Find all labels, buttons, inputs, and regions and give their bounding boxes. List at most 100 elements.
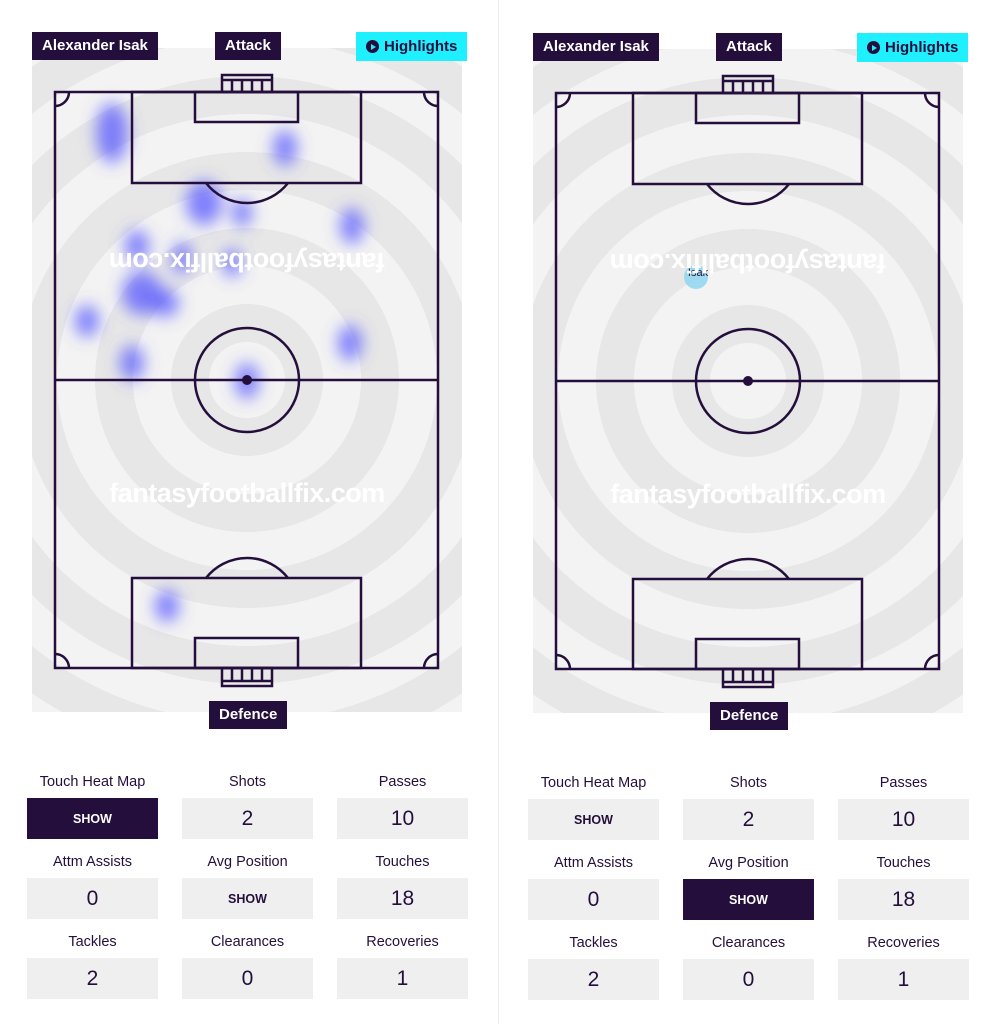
- bottom-goal: [721, 667, 775, 689]
- center-spot: [743, 376, 753, 386]
- stat-passes: Passes 10: [838, 775, 969, 855]
- top-goal: [721, 74, 775, 95]
- stat-label: Touches: [876, 855, 931, 871]
- stat-value: 1: [337, 958, 468, 999]
- stat-tackles: Tackles 2: [27, 934, 158, 1014]
- stat-value: 2: [528, 959, 659, 1000]
- show-button[interactable]: SHOW: [182, 878, 313, 919]
- heat-spot: [96, 103, 128, 163]
- stat-avg-position: Avg Position SHOW: [182, 854, 313, 934]
- top-penalty-box: [130, 90, 363, 185]
- stat-value: 2: [683, 799, 814, 840]
- stat-recoveries: Recoveries 1: [337, 934, 468, 1014]
- stat-shots: Shots 2: [182, 774, 313, 854]
- heat-spot: [222, 249, 242, 277]
- watermark-bottom: fantasyfootballfix.com: [109, 478, 385, 508]
- avg-position-label: Isak: [688, 267, 709, 279]
- stat-value: 0: [27, 878, 158, 919]
- heat-spot: [172, 242, 192, 274]
- defence-text: Defence: [720, 707, 779, 724]
- stat-label: Touch Heat Map: [540, 775, 647, 791]
- stat-label: Clearances: [711, 935, 786, 951]
- bottom-goal: [220, 666, 274, 688]
- heat-spot: [151, 289, 179, 317]
- top-goal: [220, 73, 274, 94]
- highlights-text: Highlights: [384, 37, 458, 55]
- pitch-lines: [53, 73, 440, 688]
- defence-label: Defence: [710, 702, 789, 730]
- corner-arc: [923, 653, 940, 670]
- stat-tackles: Tackles 2: [528, 935, 659, 1015]
- show-button[interactable]: SHOW: [683, 879, 814, 920]
- bottom-penalty-box: [631, 577, 864, 671]
- stat-label: Shots: [228, 774, 267, 790]
- stat-avg-position: Avg Position SHOW: [683, 855, 814, 935]
- stat-clearances: Clearances 0: [182, 934, 313, 1014]
- stat-attm-assists: Attm Assists 0: [528, 855, 659, 935]
- play-icon: [867, 41, 880, 54]
- highlights-text: Highlights: [885, 38, 959, 56]
- player-panel: Alexander Isak Attack Highlights fantasy…: [0, 0, 498, 1024]
- heat-spot: [75, 305, 99, 337]
- top-six-yard-box: [193, 90, 300, 124]
- stat-label: Attm Assists: [554, 855, 633, 871]
- stat-label: Attm Assists: [53, 854, 132, 870]
- pitch-lines: Isak: [554, 74, 941, 689]
- player-name: Alexander Isak: [543, 38, 649, 55]
- heat-spot: [273, 130, 297, 166]
- stat-label: Passes: [378, 774, 427, 790]
- stat-touch-heat-map: Touch Heat Map SHOW: [27, 774, 158, 854]
- stat-label: Passes: [879, 775, 928, 791]
- stat-value: 18: [337, 878, 468, 919]
- stat-touches: Touches 18: [838, 855, 969, 935]
- highlights-button[interactable]: Highlights: [356, 32, 468, 61]
- player-name-tag: Alexander Isak: [533, 33, 659, 61]
- heat-spot: [186, 181, 222, 225]
- stat-label: Recoveries: [867, 935, 940, 951]
- stat-touch-heat-map: Touch Heat Map SHOW: [528, 775, 659, 855]
- corner-arc: [54, 91, 71, 108]
- highlights-button[interactable]: Highlights: [857, 33, 969, 62]
- stat-value: 0: [182, 958, 313, 999]
- bottom-six-yard-box: [193, 636, 300, 670]
- stat-label: Touch Heat Map: [39, 774, 146, 790]
- bottom-penalty-arc: [205, 556, 289, 579]
- stat-label: Shots: [729, 775, 768, 791]
- top-penalty-arc: [706, 183, 790, 206]
- corner-arc: [422, 652, 439, 669]
- pitch: fantasyfootballfix.com fantasyfootballfi…: [533, 49, 963, 713]
- heat-map: [75, 103, 364, 622]
- stats-grid: Touch Heat Map SHOW Shots 2 Passes 10 Attm Ass…: [528, 775, 969, 1015]
- stat-attm-assists: Attm Assists 0: [27, 854, 158, 934]
- stat-label: Tackles: [569, 935, 618, 951]
- heat-spot: [232, 199, 252, 227]
- player-name-tag: Alexander Isak: [32, 32, 158, 60]
- player-name: Alexander Isak: [42, 37, 148, 54]
- stat-label: Tackles: [68, 934, 117, 950]
- stat-recoveries: Recoveries 1: [838, 935, 969, 1015]
- show-button[interactable]: SHOW: [27, 798, 158, 839]
- stat-value: 2: [27, 958, 158, 999]
- stat-value: 18: [838, 879, 969, 920]
- watermark-bottom: fantasyfootballfix.com: [610, 479, 886, 509]
- heat-spot: [155, 590, 179, 622]
- corner-arc: [422, 91, 439, 108]
- stat-value: 10: [838, 799, 969, 840]
- stat-value: 2: [182, 798, 313, 839]
- center-circle: [193, 326, 301, 434]
- pitch: fantasyfootballfix.com fantasyfootballfi…: [32, 48, 462, 712]
- corner-arc: [555, 653, 572, 670]
- stat-value: 1: [838, 959, 969, 1000]
- watermark-top: fantasyfootballfix.com: [109, 247, 385, 277]
- player-panel: Alexander Isak Attack Highlights fantasy…: [501, 1, 999, 1025]
- show-button[interactable]: SHOW: [528, 799, 659, 840]
- heat-spot: [120, 345, 144, 381]
- bottom-six-yard-box: [694, 637, 801, 671]
- center-circle: [694, 327, 802, 435]
- stat-label: Touches: [375, 854, 430, 870]
- corner-arc: [555, 92, 572, 109]
- attack-text: Attack: [225, 37, 271, 54]
- stat-touches: Touches 18: [337, 854, 468, 934]
- attack-text: Attack: [726, 38, 772, 55]
- top-penalty-arc: [205, 182, 289, 205]
